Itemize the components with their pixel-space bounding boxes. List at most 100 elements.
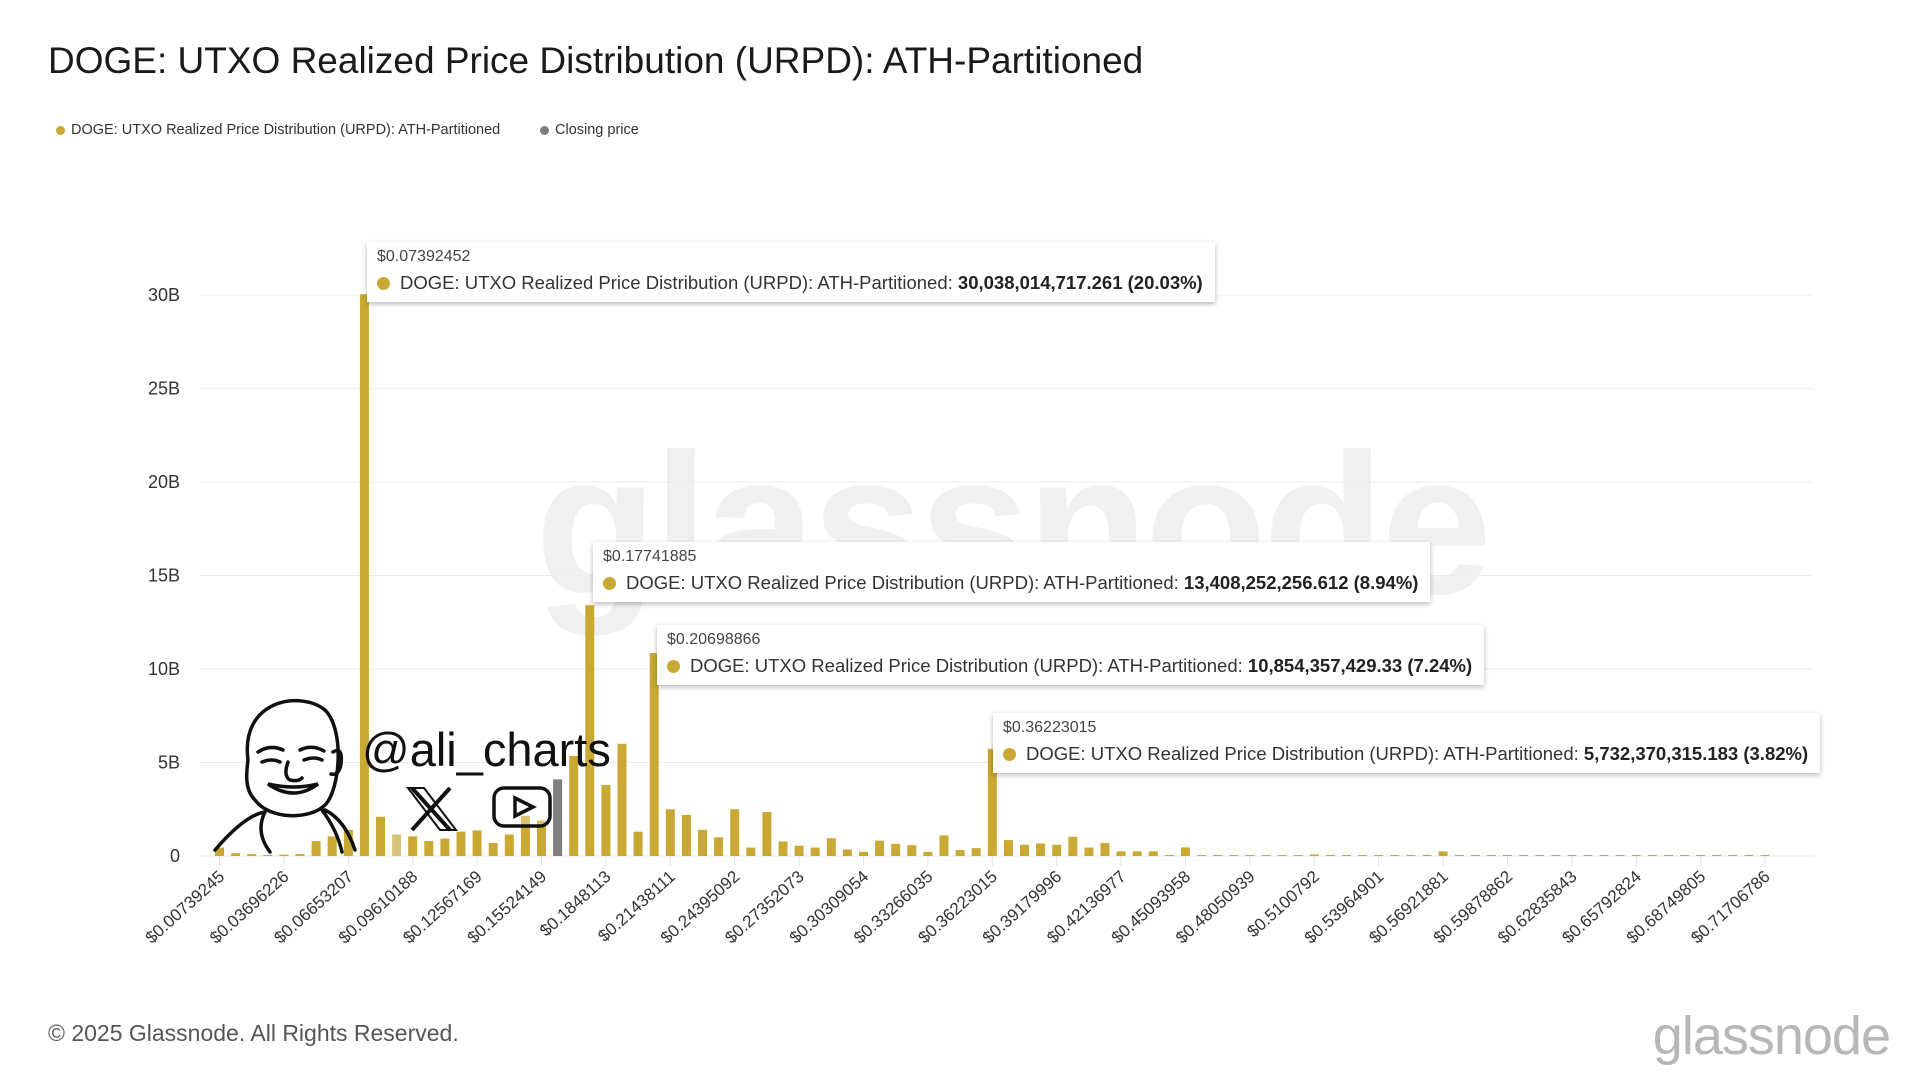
series-dot-icon xyxy=(377,277,390,290)
bar xyxy=(1647,855,1657,856)
bar xyxy=(215,847,224,856)
tooltip-price: $0.17741885 xyxy=(603,548,697,565)
bar xyxy=(875,840,885,856)
bar xyxy=(1422,855,1432,856)
bar xyxy=(1760,855,1770,856)
bar xyxy=(1068,836,1078,856)
bar xyxy=(1148,851,1158,856)
y-tick-label: 25B xyxy=(148,379,180,399)
bar xyxy=(1197,855,1207,856)
tooltip-series: DOGE: UTXO Realized Price Distribution (… xyxy=(626,572,1179,593)
bar xyxy=(1567,855,1577,856)
y-tick-label: 20B xyxy=(148,472,180,492)
bar xyxy=(472,830,482,856)
legend-item-urpd[interactable]: DOGE: UTXO Realized Price Distribution (… xyxy=(56,122,500,138)
bar xyxy=(1036,843,1046,856)
bar xyxy=(520,815,530,856)
bar xyxy=(295,854,305,856)
bar xyxy=(392,834,402,856)
bar xyxy=(730,809,740,856)
chart-title: DOGE: UTXO Realized Price Distribution (… xyxy=(48,40,1144,81)
y-tick-label: 10B xyxy=(148,659,180,679)
bar xyxy=(714,837,724,856)
bar xyxy=(1358,855,1368,856)
tooltip-value: 5,732,370,315.183 (3.82%) xyxy=(1583,743,1809,764)
series-dot-icon xyxy=(667,660,680,673)
tooltip-value: 13,408,252,256.612 (8.94%) xyxy=(1183,572,1419,593)
bar xyxy=(1325,855,1335,856)
youtube-icon xyxy=(492,786,552,828)
bar xyxy=(601,784,611,856)
legend-label: Closing price xyxy=(555,122,639,138)
bar xyxy=(955,850,965,856)
legend-label: DOGE: UTXO Realized Price Distribution (… xyxy=(71,122,501,138)
bar xyxy=(1003,840,1013,856)
bar xyxy=(1535,855,1545,856)
bar xyxy=(1728,855,1738,856)
bar xyxy=(569,755,579,856)
y-axis: 0 5B 10B 15B 20B 25B 30B xyxy=(148,285,180,866)
bar xyxy=(408,836,418,856)
y-tick-label: 5B xyxy=(158,753,180,773)
bar xyxy=(1229,855,1239,856)
bar xyxy=(1486,855,1496,856)
tooltip-price: $0.36223015 xyxy=(1003,719,1097,736)
bar xyxy=(1020,844,1029,856)
bar xyxy=(327,836,337,856)
bar xyxy=(794,845,804,856)
bar xyxy=(263,855,273,856)
bar xyxy=(1599,855,1609,856)
bar xyxy=(1213,855,1223,856)
bar xyxy=(1390,855,1400,856)
bar xyxy=(746,847,756,856)
bar xyxy=(1519,855,1529,856)
bar xyxy=(1277,855,1287,856)
bar xyxy=(343,829,353,856)
bar xyxy=(247,854,257,856)
bar xyxy=(842,849,852,856)
bar xyxy=(1406,855,1416,856)
bar xyxy=(424,841,434,856)
chart-area: 0 5B 10B 15B 20B 25B 30B $0.00739245$0.0369622… xyxy=(142,285,1813,947)
x-axis: $0.00739245$0.03696226$0.06653207$0.0961… xyxy=(142,856,1774,947)
bar xyxy=(617,743,627,856)
bar xyxy=(279,854,289,856)
bar xyxy=(826,838,836,856)
bar xyxy=(1052,844,1062,856)
bar xyxy=(665,809,675,856)
bars xyxy=(215,294,1770,856)
bar xyxy=(1696,855,1706,856)
bar xyxy=(1245,855,1255,856)
bar xyxy=(987,748,997,856)
bar xyxy=(1631,855,1641,856)
bar xyxy=(923,851,933,856)
bar xyxy=(456,831,466,856)
bar xyxy=(1503,855,1512,856)
bar xyxy=(1744,855,1754,856)
bar xyxy=(1181,847,1190,856)
bar xyxy=(1164,855,1174,856)
copyright-footer: © 2025 Glassnode. All Rights Reserved. xyxy=(48,1020,459,1046)
bar xyxy=(1664,855,1673,856)
bar xyxy=(376,816,385,856)
bar xyxy=(1374,855,1384,856)
legend-item-closing-price[interactable]: Closing price xyxy=(540,122,639,138)
series-dot-icon xyxy=(603,577,616,590)
tooltip-value: 10,854,357,429.33 (7.24%) xyxy=(1247,655,1473,676)
glassnode-logo: glassnode xyxy=(1652,1006,1891,1066)
bar xyxy=(907,845,917,856)
bar xyxy=(504,834,514,856)
bar xyxy=(1470,855,1480,856)
bar xyxy=(440,838,450,856)
y-tick-label: 30B xyxy=(148,285,180,305)
bar xyxy=(681,814,691,856)
bar xyxy=(1100,842,1110,856)
x-logo-icon xyxy=(405,786,459,832)
bar xyxy=(553,779,563,856)
legend-dot-icon xyxy=(56,125,65,135)
bar xyxy=(231,853,241,856)
tooltip-price: $0.07392452 xyxy=(377,248,471,265)
tooltip-series: DOGE: UTXO Realized Price Distribution (… xyxy=(690,655,1243,676)
bar xyxy=(859,851,868,856)
bar xyxy=(971,848,981,856)
